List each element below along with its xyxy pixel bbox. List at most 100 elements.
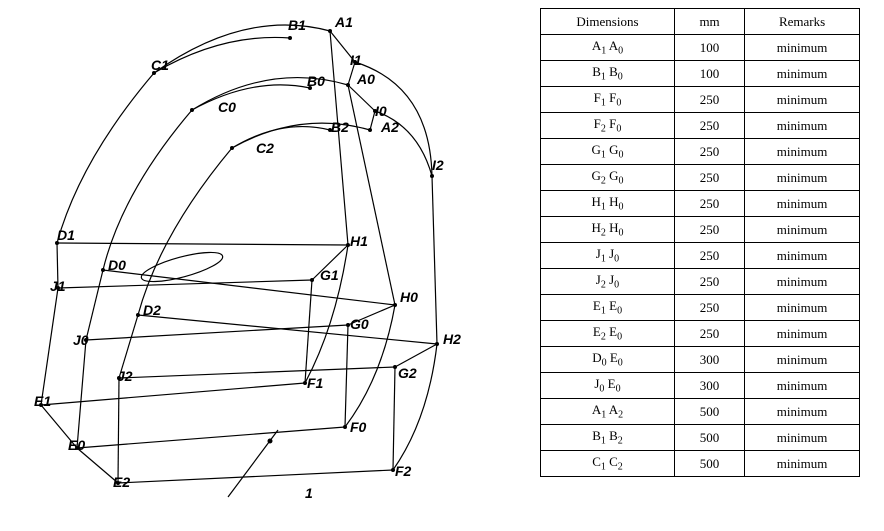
cell-mm: 250 <box>674 269 744 295</box>
node-label-A0: A0 <box>356 71 375 87</box>
cell-remarks: minimum <box>745 217 860 243</box>
node-label-E1: E1 <box>34 393 51 409</box>
col-dimensions: Dimensions <box>541 9 675 35</box>
cell-remarks: minimum <box>745 191 860 217</box>
cell-remarks: minimum <box>745 295 860 321</box>
cell-mm: 250 <box>674 87 744 113</box>
cell-dimensions: A1 A2 <box>541 399 675 425</box>
cell-mm: 250 <box>674 113 744 139</box>
cell-mm: 250 <box>674 217 744 243</box>
cell-dimensions: G1 G0 <box>541 139 675 165</box>
node-label-H1: H1 <box>350 233 368 249</box>
cell-dimensions: E2 E0 <box>541 321 675 347</box>
node-label-H2: H2 <box>443 331 461 347</box>
cell-remarks: minimum <box>745 243 860 269</box>
cell-dimensions: F2 F0 <box>541 113 675 139</box>
table-body: A1 A0100minimumB1 B0100minimumF1 F0250mi… <box>541 35 860 477</box>
node-label-I0: I0 <box>375 103 387 119</box>
table-row: J0 E0300minimum <box>541 373 860 399</box>
table-row: H1 H0250minimum <box>541 191 860 217</box>
node-label-G2: G2 <box>398 365 417 381</box>
node-label-F1: F1 <box>307 375 324 391</box>
cell-remarks: minimum <box>745 425 860 451</box>
cell-dimensions: B1 B2 <box>541 425 675 451</box>
node-label-E2: E2 <box>113 474 130 490</box>
table-row: E1 E0250minimum <box>541 295 860 321</box>
node-label-C2: C2 <box>256 140 274 156</box>
cell-remarks: minimum <box>745 139 860 165</box>
table-row: J2 J0250minimum <box>541 269 860 295</box>
table-row: G1 G0250minimum <box>541 139 860 165</box>
col-remarks: Remarks <box>745 9 860 35</box>
cell-remarks: minimum <box>745 113 860 139</box>
node-label-D1: D1 <box>57 227 75 243</box>
node-label-B1: B1 <box>288 17 306 33</box>
node-label-E0: E0 <box>68 437 85 453</box>
table-header: Dimensions mm Remarks <box>541 9 860 35</box>
cell-mm: 500 <box>674 399 744 425</box>
cell-remarks: minimum <box>745 165 860 191</box>
node-label-D2: D2 <box>143 302 161 318</box>
node-label-H0: H0 <box>400 289 418 305</box>
cell-dimensions: J1 J0 <box>541 243 675 269</box>
node-label-D0: D0 <box>108 257 126 273</box>
cell-remarks: minimum <box>745 61 860 87</box>
node-label-G1: G1 <box>320 267 339 283</box>
wireframe-diagram: A1B1A0I1B0C1C0A2I0B2C2I2D1H1D0G1J1H0D2G0… <box>0 0 540 531</box>
cell-dimensions: B1 B0 <box>541 61 675 87</box>
col-mm: mm <box>674 9 744 35</box>
table-row: J1 J0250minimum <box>541 243 860 269</box>
node-label-I2: I2 <box>432 157 444 173</box>
footer-label: 1 <box>305 485 313 501</box>
cell-mm: 500 <box>674 451 744 477</box>
cell-dimensions: H1 H0 <box>541 191 675 217</box>
table-row: F1 F0250minimum <box>541 87 860 113</box>
cell-mm: 250 <box>674 191 744 217</box>
node-label-B2: B2 <box>331 119 349 135</box>
node-label-A2: A2 <box>380 119 399 135</box>
table-row: B1 B0100minimum <box>541 61 860 87</box>
cell-remarks: minimum <box>745 347 860 373</box>
cell-dimensions: E1 E0 <box>541 295 675 321</box>
cell-mm: 250 <box>674 295 744 321</box>
cell-mm: 100 <box>674 61 744 87</box>
cell-dimensions: A1 A0 <box>541 35 675 61</box>
cell-remarks: minimum <box>745 373 860 399</box>
cell-dimensions: D0 E0 <box>541 347 675 373</box>
table-row: A1 A2500minimum <box>541 399 860 425</box>
table-row: E2 E0250minimum <box>541 321 860 347</box>
cell-mm: 300 <box>674 347 744 373</box>
node-label-C1: C1 <box>151 57 169 73</box>
node-label-G0: G0 <box>350 316 369 332</box>
cell-mm: 250 <box>674 321 744 347</box>
node-label-J1: J1 <box>50 278 66 294</box>
node-label-B0: B0 <box>307 73 325 89</box>
cell-dimensions: F1 F0 <box>541 87 675 113</box>
node-label-A1: A1 <box>334 14 353 30</box>
cell-remarks: minimum <box>745 399 860 425</box>
cell-remarks: minimum <box>745 321 860 347</box>
page-container: A1B1A0I1B0C1C0A2I0B2C2I2D1H1D0G1J1H0D2G0… <box>0 0 884 531</box>
cell-mm: 250 <box>674 165 744 191</box>
cell-dimensions: G2 G0 <box>541 165 675 191</box>
cell-dimensions: J0 E0 <box>541 373 675 399</box>
node-label-C0: C0 <box>218 99 236 115</box>
cell-mm: 100 <box>674 35 744 61</box>
node-label-F2: F2 <box>395 463 412 479</box>
cell-mm: 250 <box>674 139 744 165</box>
table-row: B1 B2500minimum <box>541 425 860 451</box>
cell-mm: 500 <box>674 425 744 451</box>
cell-dimensions: J2 J0 <box>541 269 675 295</box>
diagram-panel: A1B1A0I1B0C1C0A2I0B2C2I2D1H1D0G1J1H0D2G0… <box>0 0 540 531</box>
cell-dimensions: C1 C2 <box>541 451 675 477</box>
node-label-J0: J0 <box>73 332 89 348</box>
cell-remarks: minimum <box>745 35 860 61</box>
table-row: F2 F0250minimum <box>541 113 860 139</box>
table-row: H2 H0250minimum <box>541 217 860 243</box>
cell-remarks: minimum <box>745 269 860 295</box>
table-panel: Dimensions mm Remarks A1 A0100minimumB1 … <box>540 0 884 531</box>
table-row: G2 G0250minimum <box>541 165 860 191</box>
node-label-J2: J2 <box>117 368 133 384</box>
node-label-F0: F0 <box>350 419 367 435</box>
cell-remarks: minimum <box>745 451 860 477</box>
